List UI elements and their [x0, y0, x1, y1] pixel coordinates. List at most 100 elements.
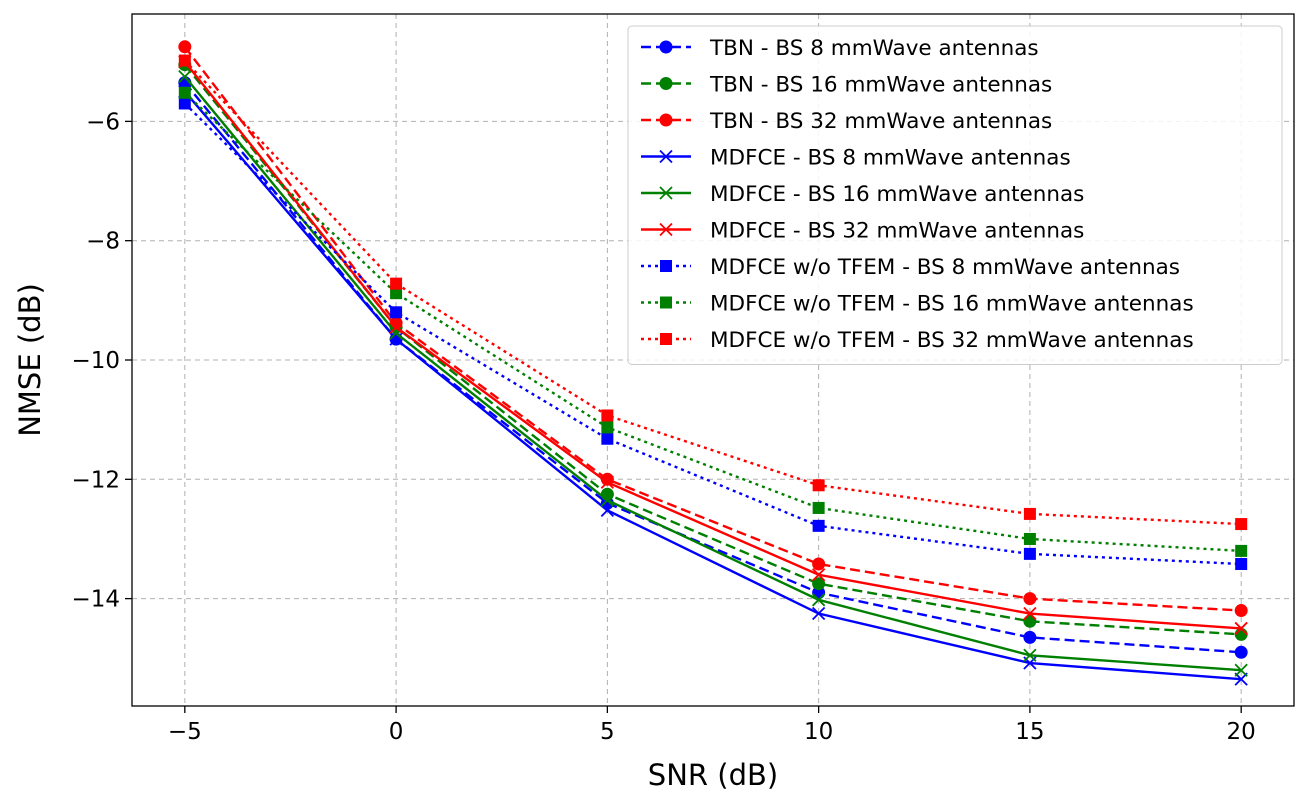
legend-label: MDFCE - BS 16 mmWave antennas	[710, 182, 1084, 207]
data-point	[1235, 518, 1248, 531]
data-point	[1234, 604, 1248, 618]
x-marker-stroke	[1023, 606, 1037, 621]
data-point	[600, 503, 615, 517]
legend-label: MDFCE w/o TFEM - BS 16 mmWave antennas	[710, 292, 1194, 317]
series-line	[183, 102, 1242, 566]
series-9	[178, 54, 1248, 531]
data-point	[1234, 621, 1248, 636]
legend-label: TBN - BS 16 mmWave antennas	[709, 73, 1052, 98]
legend-marker	[659, 77, 673, 90]
legend: TBN - BS 8 mmWave antennas TBN - BS 16 mm…	[627, 25, 1283, 365]
legend-marker	[659, 113, 673, 127]
legend-label: MDFCE w/o TFEM - BS 8 mmWave antennas	[710, 255, 1180, 280]
data-point	[178, 86, 191, 99]
data-point	[1023, 606, 1037, 621]
x-marker-stroke	[600, 493, 615, 507]
data-point	[1023, 507, 1036, 520]
series-8	[178, 86, 1248, 557]
x-marker-stroke	[1234, 621, 1248, 636]
data-point	[389, 320, 403, 334]
legend-marker	[659, 222, 673, 237]
data-point	[178, 40, 192, 54]
data-point	[812, 519, 825, 532]
data-point	[1023, 547, 1036, 560]
data-point	[812, 479, 825, 492]
x-marker-stroke	[1234, 663, 1248, 677]
data-point	[1023, 532, 1036, 545]
series-7	[178, 97, 1248, 571]
data-point	[1234, 645, 1248, 659]
x-marker-stroke	[811, 593, 826, 607]
legend-marker	[660, 333, 672, 345]
x-marker-stroke	[811, 568, 826, 582]
data-point	[811, 568, 826, 582]
axis-ticks: −5 0 5 10 15 20 −6 −8 −10 −12 −14	[71, 109, 1255, 745]
x-marker-stroke	[659, 186, 673, 200]
legend-marker	[659, 149, 673, 164]
data-point	[390, 277, 403, 290]
x-marker-stroke	[600, 503, 615, 517]
data-point	[390, 287, 403, 300]
data-point	[812, 501, 825, 514]
legend-entry: MDFCE w/o TFEM - BS 32 mmWave antennas	[641, 328, 1194, 353]
legend-label: MDFCE w/o TFEM - BS 32 mmWave antennas	[710, 328, 1194, 353]
data-point	[1023, 592, 1037, 606]
data-point	[1235, 558, 1248, 571]
legend-marker	[660, 296, 672, 309]
legend-marker	[659, 186, 673, 200]
data-point	[178, 70, 192, 84]
x-tick-label: 0	[389, 719, 404, 745]
x-marker-stroke	[1023, 648, 1037, 662]
x-marker-stroke	[389, 320, 403, 334]
x-tick-label: 10	[804, 719, 833, 745]
x-tick-label: 15	[1015, 719, 1044, 745]
x-marker-stroke	[659, 149, 673, 164]
x-axis-title: SNR (dB)	[648, 758, 778, 792]
data-point	[812, 557, 826, 571]
data-point	[1234, 663, 1248, 677]
legend-entry: MDFCE - BS 8 mmWave antennas	[641, 146, 1071, 171]
legend-label: MDFCE - BS 8 mmWave antennas	[710, 146, 1071, 171]
x-tick-label: 5	[600, 719, 615, 745]
series-line	[183, 60, 1242, 630]
series-5	[178, 70, 1248, 677]
data-point	[601, 432, 614, 445]
legend-entry: TBN - BS 16 mmWave antennas	[641, 73, 1052, 98]
y-tick-label: −6	[86, 109, 120, 135]
data-point	[1234, 627, 1248, 641]
legend-entry: MDFCE - BS 16 mmWave antennas	[641, 182, 1084, 207]
legend-entry: MDFCE - BS 32 mmWave antennas	[641, 219, 1084, 244]
data-point	[1023, 630, 1037, 644]
legend-label: TBN - BS 32 mmWave antennas	[709, 109, 1052, 134]
x-marker-stroke	[178, 70, 192, 84]
legend-entry: TBN - BS 8 mmWave antennas	[641, 36, 1039, 61]
data-point	[600, 475, 615, 489]
data-point	[811, 593, 826, 607]
legend-entry: TBN - BS 32 mmWave antennas	[641, 109, 1052, 134]
x-tick-label: −5	[168, 719, 202, 745]
legend-marker	[659, 40, 673, 54]
data-point	[811, 606, 826, 621]
y-axis-title: NMSE (dB)	[13, 283, 47, 437]
x-marker-stroke	[811, 606, 826, 621]
y-tick-label: −14	[71, 587, 120, 613]
y-tick-label: −12	[71, 467, 120, 493]
legend-entry: MDFCE w/o TFEM - BS 8 mmWave antennas	[641, 255, 1180, 280]
legend-marker	[660, 260, 672, 272]
series-line	[183, 90, 1242, 681]
series-line	[183, 91, 1242, 553]
legend-entry: MDFCE w/o TFEM - BS 16 mmWave antennas	[641, 292, 1194, 317]
data-point	[812, 577, 826, 591]
y-tick-label: −8	[86, 229, 120, 255]
series-line	[183, 75, 1242, 672]
legend-box	[627, 25, 1283, 365]
data-point	[600, 493, 615, 507]
series-lines	[178, 40, 1248, 686]
data-point	[601, 409, 614, 422]
data-point	[1023, 648, 1037, 662]
data-point	[601, 421, 614, 434]
data-point	[390, 306, 403, 319]
data-point	[1235, 544, 1248, 557]
legend-label: TBN - BS 8 mmWave antennas	[709, 36, 1039, 61]
